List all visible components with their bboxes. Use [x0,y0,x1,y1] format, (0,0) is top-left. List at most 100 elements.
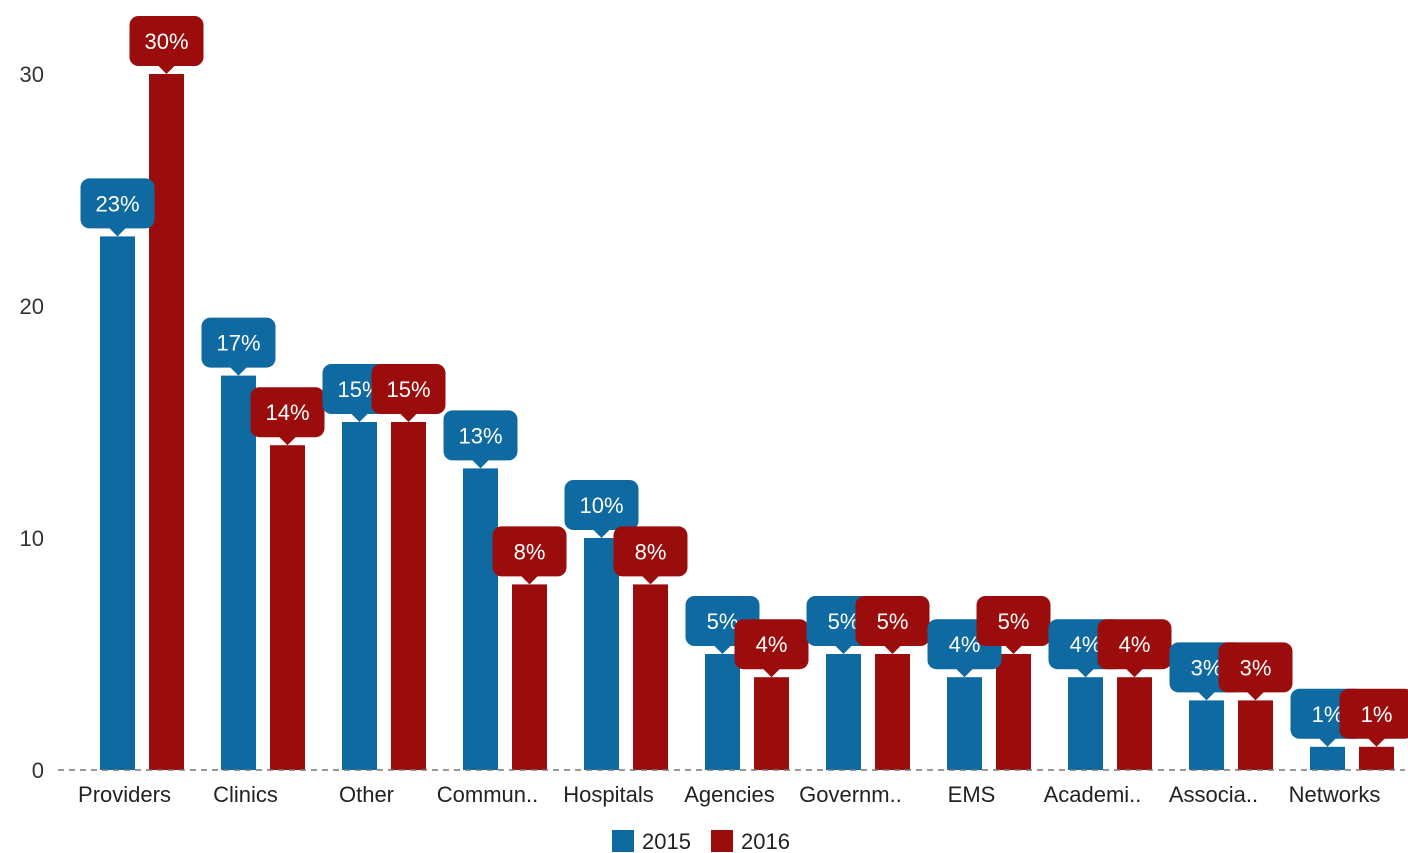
callout-box [201,317,276,368]
data-label-text: 3% [1240,655,1272,680]
y-tick-label: 10 [20,526,44,551]
callout-box [371,364,446,414]
data-label-2016: 4% [734,619,809,678]
data-label-text: 13% [458,423,502,448]
callout-box [129,16,204,66]
callout-pointer [1367,737,1386,747]
x-tick-label: Hospitals [563,782,653,807]
legend-swatch [612,830,634,852]
callout-pointer [471,459,490,469]
data-label-text: 1% [1312,702,1344,727]
bar-2015 [826,654,861,770]
bar-2016 [875,654,910,770]
data-label-2016: 4% [1097,619,1172,678]
data-labels: 23%30%17%14%15% 15%13%8%10%8%5%4%5% 5%4%5%… [80,16,1408,747]
x-tick-label: EMS [948,782,996,807]
callout-pointer [883,645,902,654]
callout-pointer [399,413,418,422]
callout-pointer [834,645,853,654]
data-label-2016: 3% [1218,642,1293,701]
callout-box [492,526,567,577]
bar-2016 [1238,700,1273,770]
data-label-text: 5% [877,609,909,634]
callout-pointer [641,575,660,585]
data-label-text: 4% [756,632,788,657]
callout-pointer [762,668,781,678]
bar-2016 [1359,746,1394,770]
bar-2015 [1068,677,1103,770]
y-tick-label: 20 [20,294,44,319]
callout-box [976,596,1051,646]
data-label-text: 4% [1119,632,1151,657]
callout-pointer [1246,691,1265,701]
bar-2015 [947,677,982,770]
data-label-2015: 17% [201,317,276,376]
bar-2015 [463,468,498,770]
callout-box [734,619,809,670]
callout-box [443,410,518,461]
x-tick-label: Agencies [684,782,775,807]
y-tick-label: 0 [32,758,44,783]
data-label-2016: 15% [371,364,446,422]
callout-box [250,387,325,438]
data-label-text: 5% [707,609,739,634]
y-tick-label: 30 [20,62,44,87]
callout-pointer [1197,691,1216,701]
bar-2015 [221,375,256,770]
bar-2015 [1310,746,1345,770]
callout-box [564,480,639,530]
data-label-2016: 1% [1339,688,1408,747]
data-label-text: 10% [579,493,623,518]
callout-pointer [1076,668,1095,678]
callout-pointer [713,645,732,654]
callout-pointer [108,227,127,237]
legend-label: 2015 [642,829,691,853]
bar-2015 [584,538,619,770]
legend: 2015 2016 [612,829,790,853]
x-tick-label: Other [339,782,394,807]
data-label-text: 8% [635,539,667,564]
data-label-text: 8% [514,539,546,564]
legend-item-2016: 2016 [711,829,790,853]
bar-2016 [512,584,547,770]
legend-swatch [711,830,733,852]
bar-2015 [342,422,377,770]
callout-pointer [520,575,539,585]
x-tick-label: Academi.. [1044,782,1142,807]
data-label-text: 15% [386,377,430,402]
callout-box [1218,642,1293,693]
data-label-text: 17% [216,331,260,356]
y-axis: 0 10 20 30 [20,62,44,783]
callout-box [80,178,155,229]
bar-2016 [996,654,1031,770]
callout-pointer [1318,737,1337,747]
x-tick-label: Associa.. [1169,782,1258,807]
data-label-text: 5% [998,609,1030,634]
callout-pointer [278,436,297,446]
data-label-text: 30% [144,29,188,54]
data-label-text: 3% [1191,655,1223,680]
x-tick-label: Clinics [213,782,278,807]
callout-pointer [1125,668,1144,678]
data-label-text: 23% [95,191,139,216]
bar-2016 [754,677,789,770]
bar-2016 [633,584,668,770]
data-label-2015: 23% [80,178,155,237]
callout-box [1339,688,1408,739]
data-label-2016: 5% [855,596,930,654]
callout-box [613,526,688,577]
callout-pointer [350,413,369,422]
data-label-2016: 8% [613,526,688,585]
data-label-text: 1% [1361,702,1393,727]
data-label-text: 4% [949,632,981,657]
data-label-2016: 14% [250,387,325,446]
bar-2016 [1117,677,1152,770]
data-label-2016: 30% [129,16,204,74]
callout-pointer [955,668,974,678]
bar-2015 [1189,700,1224,770]
legend-item-2015: 2015 [612,829,691,853]
callout-pointer [592,529,611,538]
data-label-text: 14% [265,400,309,425]
callout-pointer [1004,645,1023,654]
